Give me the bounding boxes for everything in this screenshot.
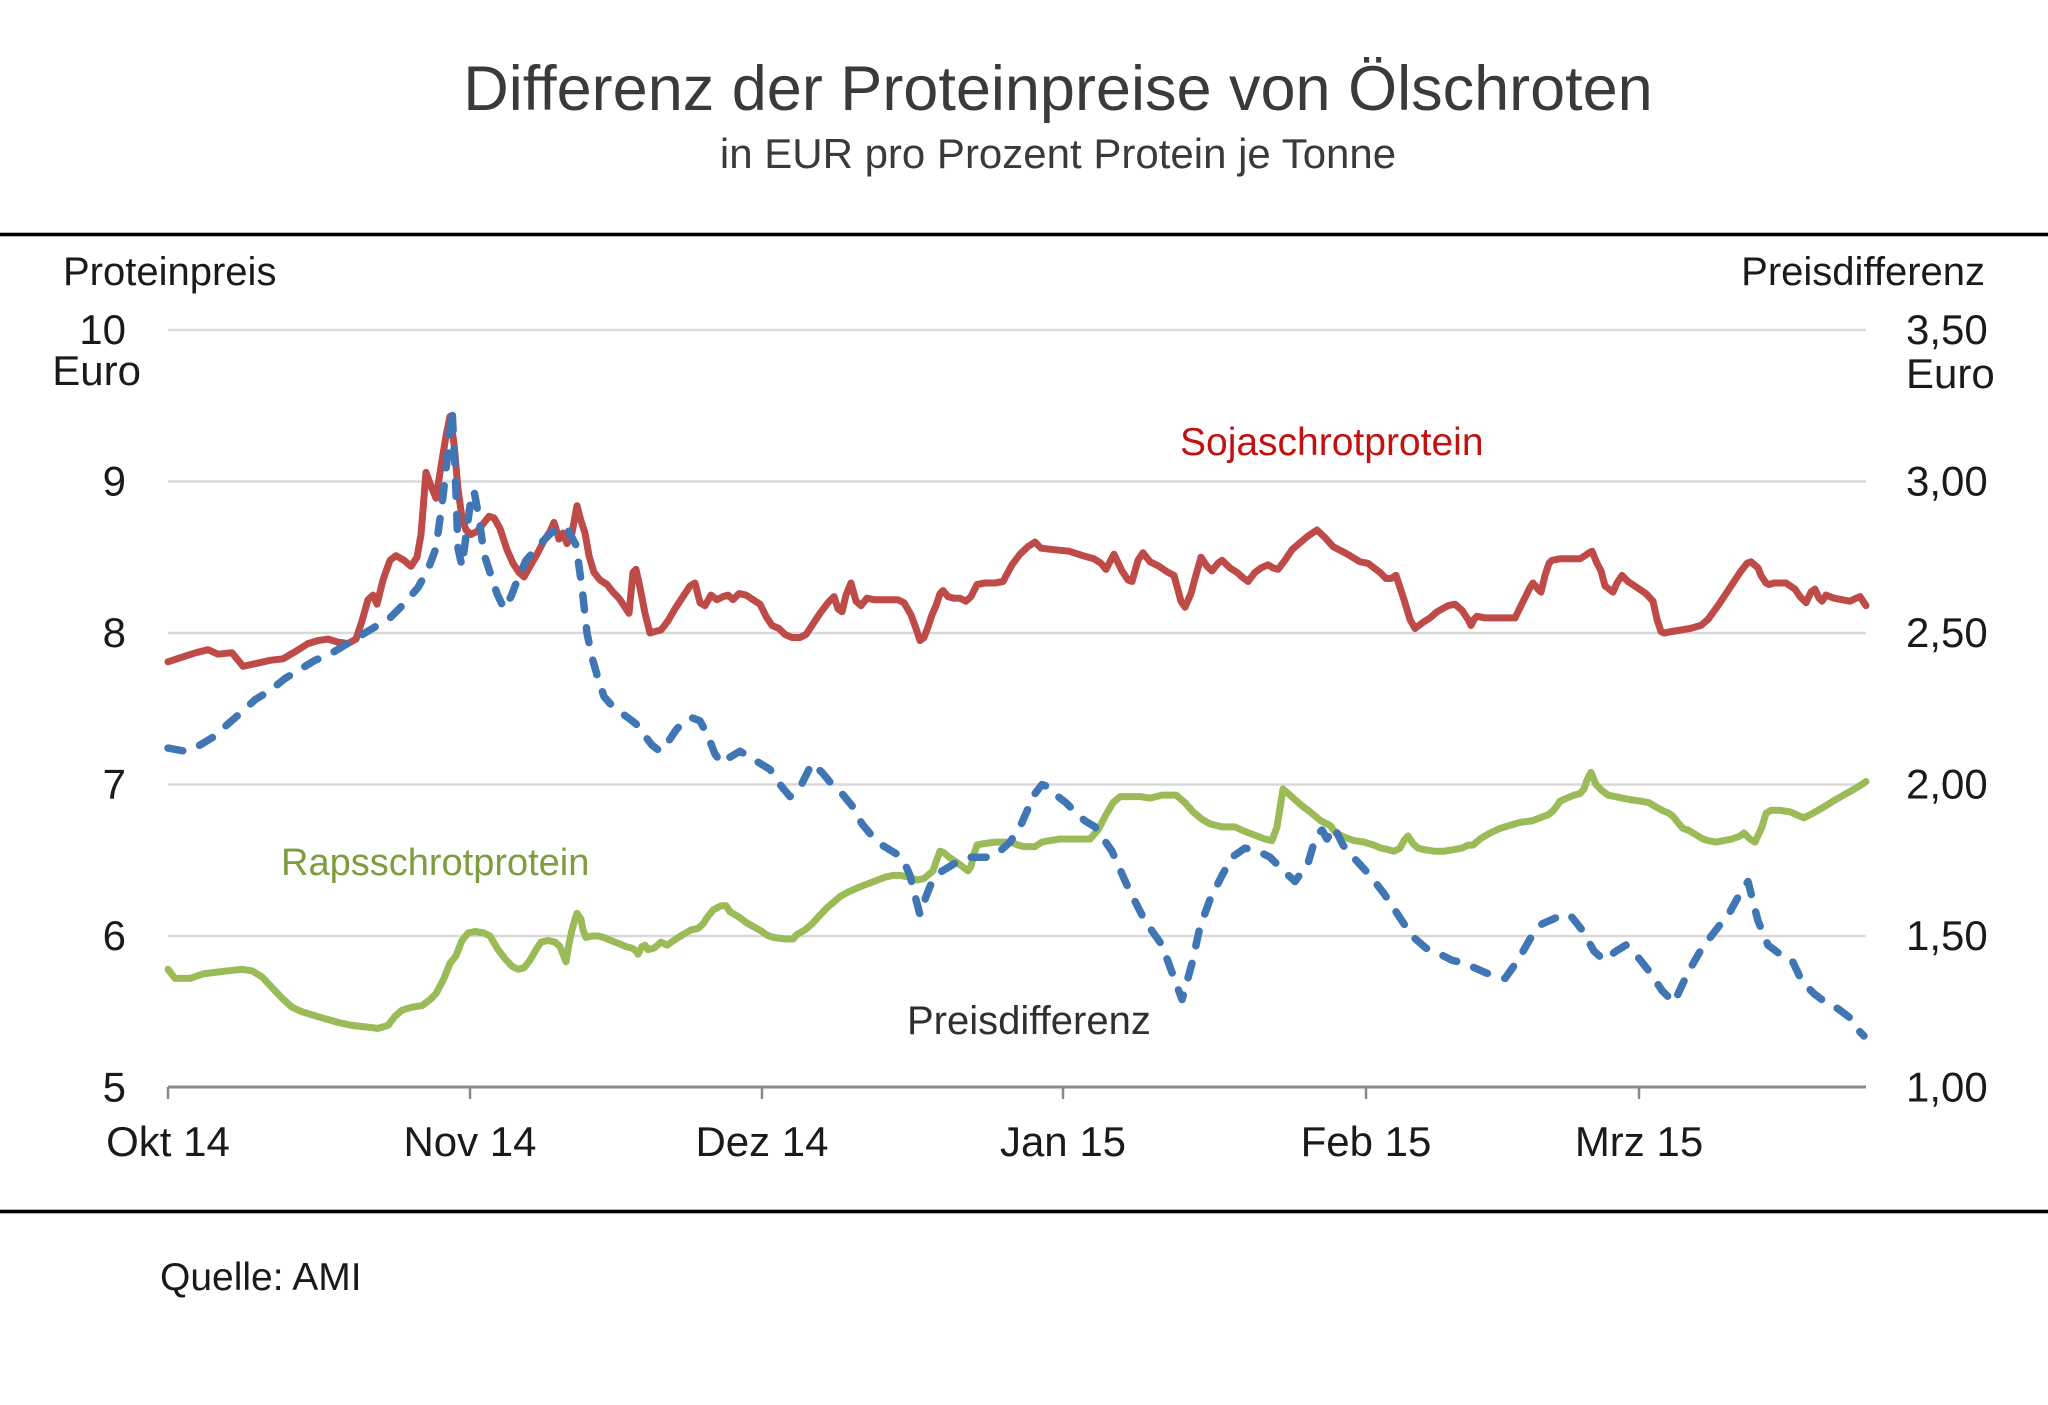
svg-text:9: 9	[103, 458, 126, 505]
svg-text:6: 6	[103, 912, 126, 959]
svg-text:8: 8	[103, 609, 126, 656]
svg-text:2,50: 2,50	[1906, 609, 1988, 656]
svg-text:Differenz der Proteinpreise vo: Differenz der Proteinpreise von Ölschrot…	[463, 54, 1652, 124]
svg-text:Euro: Euro	[52, 347, 141, 394]
svg-text:Rapsschrotprotein: Rapsschrotprotein	[281, 842, 589, 884]
svg-text:7: 7	[103, 761, 126, 808]
svg-text:3,50: 3,50	[1906, 306, 1988, 353]
svg-text:10: 10	[79, 306, 126, 353]
svg-text:Dez 14: Dez 14	[695, 1118, 828, 1165]
svg-text:Preisdifferenz: Preisdifferenz	[1741, 250, 1985, 294]
svg-text:1,50: 1,50	[1906, 912, 1988, 959]
svg-text:Preisdifferenz: Preisdifferenz	[907, 999, 1151, 1043]
svg-text:Mrz 15: Mrz 15	[1575, 1118, 1703, 1165]
svg-text:Quelle: AMI: Quelle: AMI	[160, 1256, 362, 1299]
svg-text:1,00: 1,00	[1906, 1064, 1988, 1111]
svg-text:Jan 15: Jan 15	[1000, 1118, 1126, 1165]
svg-text:Nov 14: Nov 14	[403, 1118, 536, 1165]
svg-text:3,00: 3,00	[1906, 458, 1988, 505]
svg-text:2,00: 2,00	[1906, 761, 1988, 808]
svg-text:Euro: Euro	[1906, 350, 1995, 397]
svg-text:Proteinpreis: Proteinpreis	[63, 250, 276, 294]
svg-text:Feb 15: Feb 15	[1301, 1118, 1432, 1165]
svg-text:in EUR pro Prozent Protein je: in EUR pro Prozent Protein je Tonne	[720, 130, 1396, 177]
svg-text:5: 5	[103, 1064, 126, 1111]
svg-text:Sojaschrotprotein: Sojaschrotprotein	[1180, 421, 1484, 464]
svg-text:Okt 14: Okt 14	[106, 1118, 230, 1165]
